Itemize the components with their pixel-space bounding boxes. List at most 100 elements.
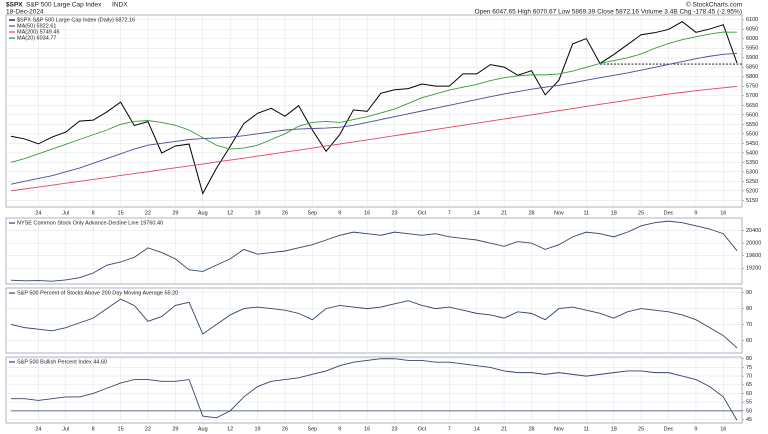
y-tick-label: 19600: [746, 253, 761, 259]
exchange: INDX: [112, 2, 128, 9]
y-tick-label: 75: [746, 365, 752, 371]
series-line: [10, 85, 738, 192]
index-name: S&P 500 Large Cap Index: [26, 2, 102, 9]
x-tick-label: 28: [528, 426, 534, 432]
x-tick-label: 24: [35, 210, 41, 216]
x-tick-label: 7: [448, 426, 451, 432]
x-tick-label: 21: [501, 210, 507, 216]
x-tick-label: 29: [172, 210, 178, 216]
x-tick-label: Oct: [418, 426, 427, 432]
panel-frame: [5, 356, 743, 424]
x-tick-label: Dec: [664, 210, 674, 216]
y-tick-label: 50: [746, 408, 752, 414]
x-tick-label: 25: [638, 426, 644, 432]
y-tick-label: 19200: [746, 266, 761, 272]
y-tick-label: 5750: [746, 84, 758, 90]
x-tick-label: Aug: [198, 426, 208, 432]
x-tick-label: 8: [92, 210, 95, 216]
x-tick-label: 29: [172, 426, 178, 432]
y-tick-label: 60: [746, 391, 752, 397]
y-tick-label: 5400: [746, 150, 758, 156]
x-tick-label: Oct: [418, 210, 427, 216]
y-tick-label: 90: [746, 290, 752, 296]
x-tick-label: 16: [720, 426, 726, 432]
x-tick-label: 9: [338, 426, 341, 432]
x-tick-label: 23: [391, 210, 397, 216]
x-tick-label: 16: [364, 426, 370, 432]
x-tick-label: Dec: [664, 426, 674, 432]
series-line: [10, 53, 738, 185]
y-tick-label: 80: [746, 356, 752, 362]
y-tick-label: 5250: [746, 179, 758, 185]
x-tick-label: 11: [583, 210, 589, 216]
x-tick-label: 9: [338, 210, 341, 216]
x-tick-label: 12: [227, 426, 233, 432]
panel-frame: [5, 217, 743, 285]
series-line: [10, 31, 738, 163]
x-tick-label: 18: [611, 426, 617, 432]
x-tick-label: 12: [227, 210, 233, 216]
x-tick-label: Sep: [307, 426, 317, 432]
x-tick-label: 28: [528, 210, 534, 216]
x-tick-label: Nov: [554, 210, 564, 216]
x-tick-label: 11: [583, 426, 589, 432]
y-tick-label: 6050: [746, 27, 758, 33]
y-tick-label: 45: [746, 417, 752, 423]
x-tick-label: Jul: [62, 426, 69, 432]
y-tick-label: 20000: [746, 241, 761, 247]
x-tick-label: Nov: [554, 426, 564, 432]
y-tick-label: 70: [746, 374, 752, 380]
x-tick-label: 8: [92, 426, 95, 432]
y-tick-label: 6000: [746, 36, 758, 42]
x-tick-label: 16: [364, 210, 370, 216]
x-tick-label: Jul: [62, 210, 69, 216]
y-tick-label: 5600: [746, 112, 758, 118]
x-tick-label: 26: [282, 210, 288, 216]
x-tick-label: 18: [611, 210, 617, 216]
x-tick-label: 9: [694, 210, 697, 216]
x-tick-label: Aug: [198, 210, 208, 216]
y-tick-label: 5200: [746, 188, 758, 194]
legend-label: MA(200) 5749.46: [17, 29, 60, 35]
y-tick-label: 6100: [746, 17, 758, 23]
y-tick-label: 65: [746, 382, 752, 388]
legend-label: S&P 500 Percent of Stocks Above 200 Day …: [17, 290, 178, 296]
series-line: [10, 220, 738, 282]
x-tick-label: 7: [448, 210, 451, 216]
y-tick-label: 20400: [746, 228, 761, 234]
y-tick-label: 5650: [746, 103, 758, 109]
credit: © StockCharts.com: [686, 1, 742, 9]
y-tick-label: 80: [746, 306, 752, 312]
panel-frame: [5, 287, 743, 354]
y-tick-label: 70: [746, 322, 752, 328]
y-tick-label: 5350: [746, 160, 758, 166]
y-tick-label: 5300: [746, 169, 758, 175]
x-tick-label: 26: [282, 426, 288, 432]
y-tick-label: 5450: [746, 141, 758, 147]
x-tick-label: 24: [35, 426, 41, 432]
panel-frame: [5, 14, 743, 208]
x-tick-label: 14: [474, 426, 480, 432]
x-tick-label: 16: [720, 210, 726, 216]
symbol: $SPX: [6, 2, 23, 9]
legend-label: S&P 500 Bullish Percent Index 44.60: [17, 359, 107, 365]
x-tick-label: Sep: [307, 210, 317, 216]
y-tick-label: 60: [746, 338, 752, 344]
y-tick-label: 5500: [746, 131, 758, 137]
series-line: [10, 298, 738, 349]
y-tick-label: 5700: [746, 93, 758, 99]
date: 18-Dec-2024: [6, 9, 44, 16]
y-tick-label: 55: [746, 400, 752, 406]
x-tick-label: 15: [118, 210, 124, 216]
x-tick-label: 21: [501, 426, 507, 432]
y-tick-label: 5900: [746, 55, 758, 61]
y-tick-label: 5950: [746, 46, 758, 52]
quote: Open 6047.65 High 6070.67 Low 5869.39 Cl…: [475, 9, 742, 16]
x-tick-label: 19: [255, 210, 261, 216]
legend-label: NYSE Common Stock Only Advance-Decline L…: [17, 220, 163, 226]
x-tick-label: 19: [255, 426, 261, 432]
legend-label: MA(20) 6034.77: [17, 35, 56, 41]
x-tick-label: 25: [638, 210, 644, 216]
legend-label: MA(50) 5922.61: [17, 23, 56, 29]
